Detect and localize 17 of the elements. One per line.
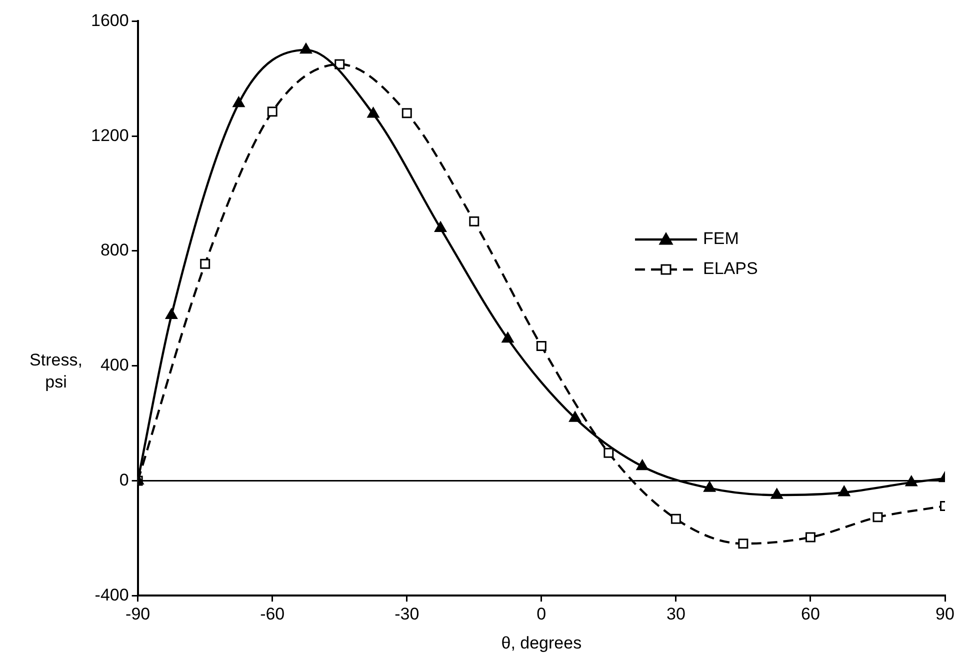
y-tick-label: 1200 [90,126,129,145]
legend-label: ELAPS [703,259,758,278]
x-tick-label: 30 [666,604,686,624]
x-tick-label: -30 [394,604,420,624]
x-tick-label: -60 [260,604,285,624]
x-tick-label: 60 [801,604,820,624]
legend-label: FEM [703,229,739,248]
x-tick-label: -90 [126,604,150,624]
y-axis-title: Stress, psi [30,350,82,392]
y-tick-label: 0 [119,470,129,490]
x-tick-label: 90 [936,604,954,624]
x-axis-title: θ, degrees [501,634,582,653]
x-tick-label: 0 [536,604,546,624]
y-tick-label: -400 [94,585,129,604]
y-tick-label: 400 [100,356,129,375]
y-tick-label: 1600 [90,10,129,30]
y-tick-label: 800 [100,240,129,260]
